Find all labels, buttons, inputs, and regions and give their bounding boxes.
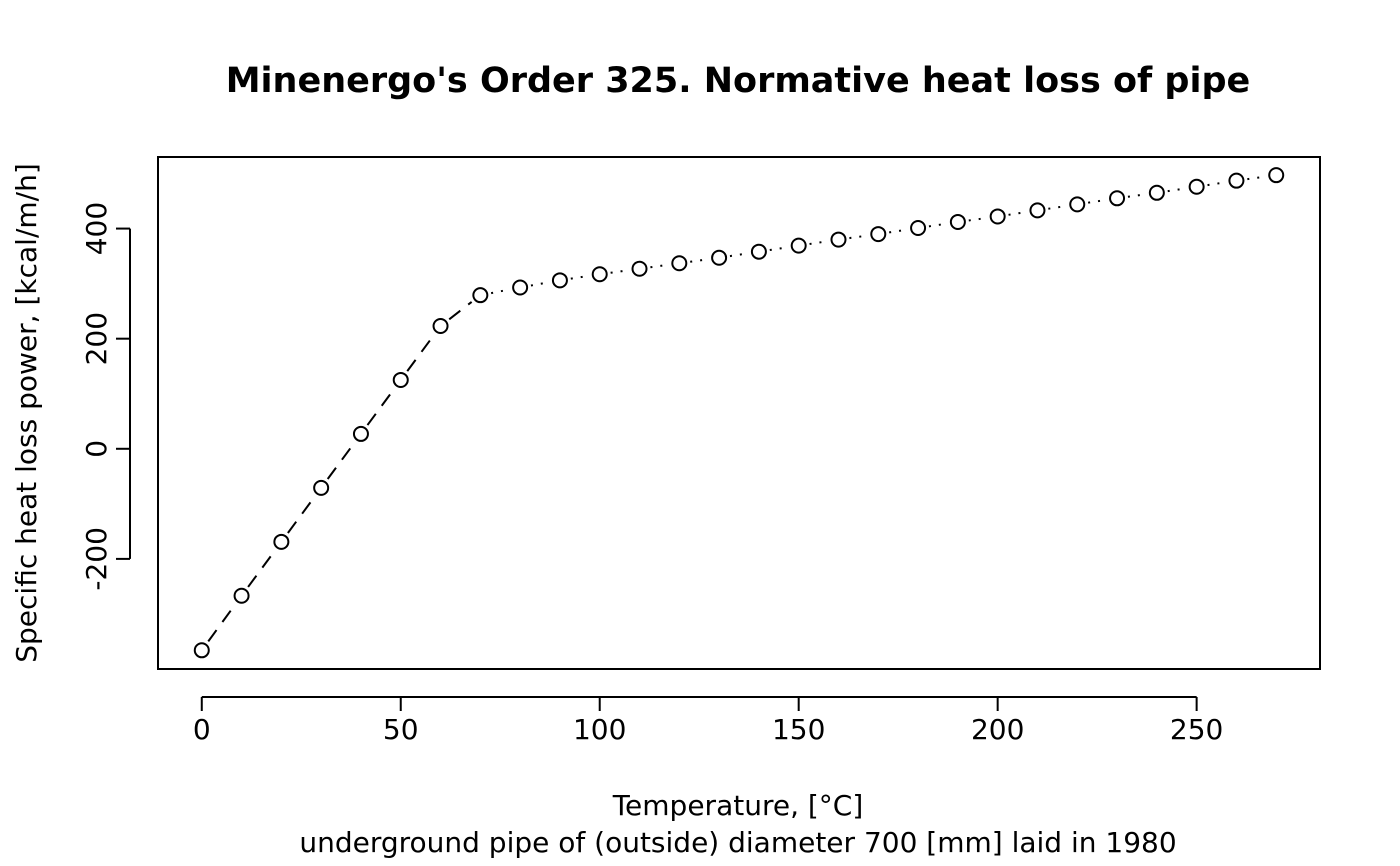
series-segment: [610, 269, 629, 274]
series-segment: [366, 388, 396, 426]
data-point: [1029, 202, 1046, 219]
x-tick-label: 50: [383, 713, 419, 746]
series-segment: [1087, 198, 1107, 204]
y-tick-label: 400: [80, 202, 113, 255]
data-point: [1228, 172, 1245, 189]
data-point: [1148, 184, 1165, 201]
x-tick-label: 0: [193, 713, 211, 746]
data-point: [631, 260, 648, 277]
data-point: [711, 249, 728, 266]
x-tick-label: 150: [772, 713, 825, 746]
x-tick-label: 200: [971, 713, 1024, 746]
series-segment: [406, 334, 435, 372]
data-point: [1188, 178, 1205, 195]
series-segment: [530, 281, 550, 287]
data-point: [432, 318, 449, 335]
series-segment: [769, 246, 788, 252]
data-point: [949, 213, 966, 230]
series-segment: [490, 288, 510, 295]
chart-title: Minenergo's Order 325. Normative heat lo…: [226, 61, 1251, 101]
series-segment: [849, 234, 868, 240]
data-point: [233, 587, 250, 604]
series-segment: [968, 216, 987, 222]
data-point: [1109, 190, 1126, 207]
series-segment: [1048, 205, 1067, 210]
series-segment: [326, 442, 356, 480]
series-segment: [287, 496, 316, 534]
data-point: [750, 243, 767, 260]
series-segment: [1127, 193, 1147, 198]
y-axis-label: Specific heat loss power, [kcal/m/h]: [10, 163, 43, 663]
series-segment: [570, 274, 589, 280]
data-point: [512, 279, 529, 296]
data-point: [910, 220, 927, 237]
series-segment: [809, 240, 828, 245]
y-tick-label: 0: [80, 440, 113, 458]
data-point: [392, 371, 409, 388]
series-segment: [729, 252, 749, 258]
series-segment: [1207, 181, 1226, 187]
y-axis: -200 0 200 400: [80, 202, 131, 591]
x-axis-sublabel: underground pipe of (outside) diameter 7…: [299, 826, 1176, 859]
x-axis-label: Temperature, [°C]: [612, 789, 864, 822]
data-point: [193, 642, 210, 659]
series-segment: [1008, 211, 1027, 216]
data-point: [591, 266, 608, 283]
y-tick-label: 200: [80, 312, 113, 365]
data-point: [790, 237, 807, 254]
series-segment: [207, 604, 236, 642]
series-segment: [1247, 175, 1266, 181]
series-segment: [889, 228, 908, 234]
data-point: [989, 208, 1006, 225]
plot-area-border: [157, 156, 1321, 670]
series-segment: [928, 222, 948, 228]
series-segment: [650, 263, 669, 269]
data-point: [472, 287, 489, 304]
data-point: [1069, 196, 1086, 213]
y-tick-label: -200: [80, 527, 113, 591]
series-segment: [247, 550, 276, 588]
series-segment: [448, 301, 473, 321]
data-point: [1268, 167, 1285, 184]
data-point: [671, 255, 688, 272]
series-points: [193, 167, 1285, 659]
data-point: [273, 533, 290, 550]
data-point: [551, 272, 568, 289]
data-point: [313, 479, 330, 496]
data-point: [352, 425, 369, 442]
x-tick-label: 250: [1170, 713, 1223, 746]
series-segment: [690, 258, 709, 263]
data-point: [830, 231, 847, 248]
series-segment: [1167, 187, 1186, 193]
x-tick-label: 100: [573, 713, 626, 746]
series-lines: [207, 175, 1266, 642]
data-point: [870, 226, 887, 243]
x-axis: 0 50 100 150 200 250: [193, 696, 1223, 746]
